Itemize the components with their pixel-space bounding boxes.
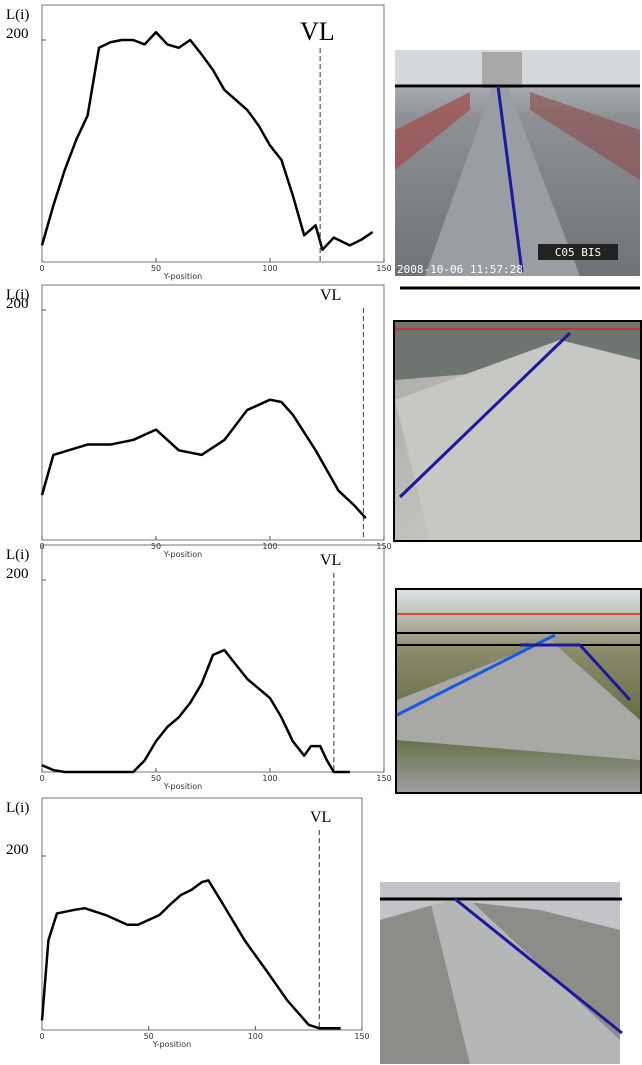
plot-frame — [41, 284, 385, 541]
x-axis-label: Y-position — [163, 550, 203, 559]
x-tick-label: 150 — [354, 1032, 369, 1041]
plot-frame — [41, 544, 385, 773]
x-tick-label: 50 — [151, 774, 161, 783]
camera-image — [393, 320, 642, 542]
x-tick-label: 100 — [262, 264, 277, 273]
x-tick-label: 50 — [151, 264, 161, 273]
x-tick-label: 100 — [262, 542, 277, 551]
x-tick-label: 150 — [376, 264, 391, 273]
camera-image: C05 BIS 2008-10-06 11:57:28 — [395, 50, 640, 290]
x-tick-label: 150 — [376, 774, 391, 783]
vl-annotation: VL — [320, 552, 341, 569]
x-tick-label: 0 — [39, 774, 44, 783]
timestamp: 2008-10-06 11:57:28 — [397, 263, 523, 276]
x-tick-label: 0 — [39, 264, 44, 273]
y-axis-label: L(i) — [6, 547, 29, 563]
x-axis-label: Y-position — [163, 782, 203, 791]
y-tick-label: 200 — [6, 566, 29, 582]
x-tick-label: 100 — [248, 1032, 263, 1041]
data-line — [40, 30, 374, 252]
y-tick-label: 200 — [6, 842, 29, 858]
data-line — [40, 398, 367, 519]
x-tick-label: 100 — [262, 774, 277, 783]
plot-frame — [41, 797, 363, 1031]
vl-annotation: VL — [310, 809, 331, 826]
plot-frame — [41, 4, 385, 263]
y-tick-label: 200 — [6, 26, 29, 42]
y-axis-label: L(i) — [6, 287, 29, 303]
x-tick-label: 50 — [144, 1032, 154, 1041]
data-line — [40, 879, 341, 1030]
x-tick-label: 0 — [39, 1032, 44, 1041]
y-axis-label: L(i) — [6, 800, 29, 816]
vl-annotation: VL — [300, 17, 335, 46]
x-axis-label: Y-position — [163, 272, 203, 281]
vl-annotation: VL — [320, 287, 341, 304]
camera-image — [380, 882, 623, 1064]
camera-label: C05 BIS — [555, 246, 601, 259]
y-tick-label: 200 — [6, 296, 29, 312]
data-line — [41, 648, 350, 774]
camera-image — [395, 588, 642, 794]
y-axis-label: L(i) — [6, 7, 29, 23]
x-axis-label: Y-position — [152, 1040, 192, 1049]
x-tick-label: 50 — [151, 542, 161, 551]
